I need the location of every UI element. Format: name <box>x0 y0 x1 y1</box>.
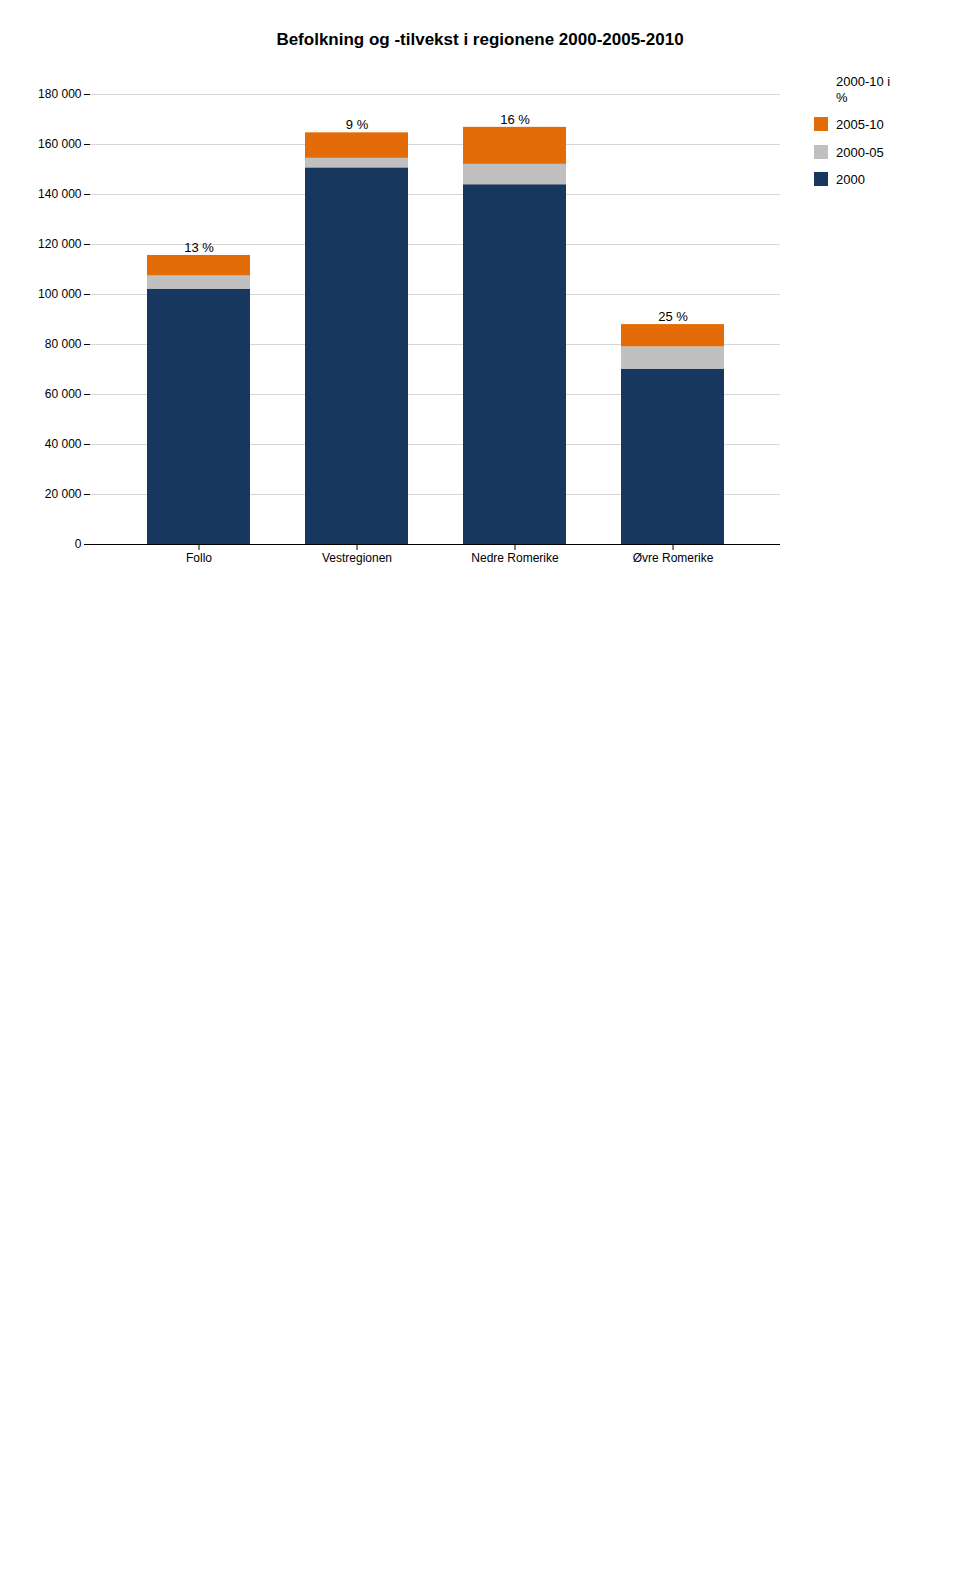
svg-text:0: 0 <box>75 537 82 551</box>
svg-text:Øvre Romerike: Øvre Romerike <box>633 551 714 565</box>
svg-text:13 %: 13 % <box>184 240 214 255</box>
svg-text:25 %: 25 % <box>658 309 688 324</box>
html-text:2000: 2000 <box>836 172 865 188</box>
svg-text:60 000: 60 000 <box>45 387 82 401</box>
svg-text:160 000: 160 000 <box>38 137 82 151</box>
svg-text:Vestregionen: Vestregionen <box>322 551 392 565</box>
svg-text:140 000: 140 000 <box>38 187 82 201</box>
svg-text:16 %: 16 % <box>500 112 530 127</box>
svg-text:9 %: 9 % <box>346 117 369 132</box>
html-text:Befolkning og -tilvekst i regi: Befolkning og -tilvekst i regionene 2000… <box>276 30 684 49</box>
svg-text:100 000: 100 000 <box>38 287 82 301</box>
svg-text:20 000: 20 000 <box>45 487 82 501</box>
svg-text:180 000: 180 000 <box>38 87 82 101</box>
html-text:2000-10 i %: 2000-10 i % <box>836 74 891 105</box>
svg-text:40 000: 40 000 <box>45 437 82 451</box>
svg-text:80 000: 80 000 <box>45 337 82 351</box>
svg-text:Follo: Follo <box>186 551 212 565</box>
html-text:2005-10: 2005-10 <box>836 117 884 133</box>
html-text:2000-05: 2000-05 <box>836 144 884 160</box>
svg-text:120 000: 120 000 <box>38 237 82 251</box>
svg-text:Nedre Romerike: Nedre Romerike <box>471 551 559 565</box>
